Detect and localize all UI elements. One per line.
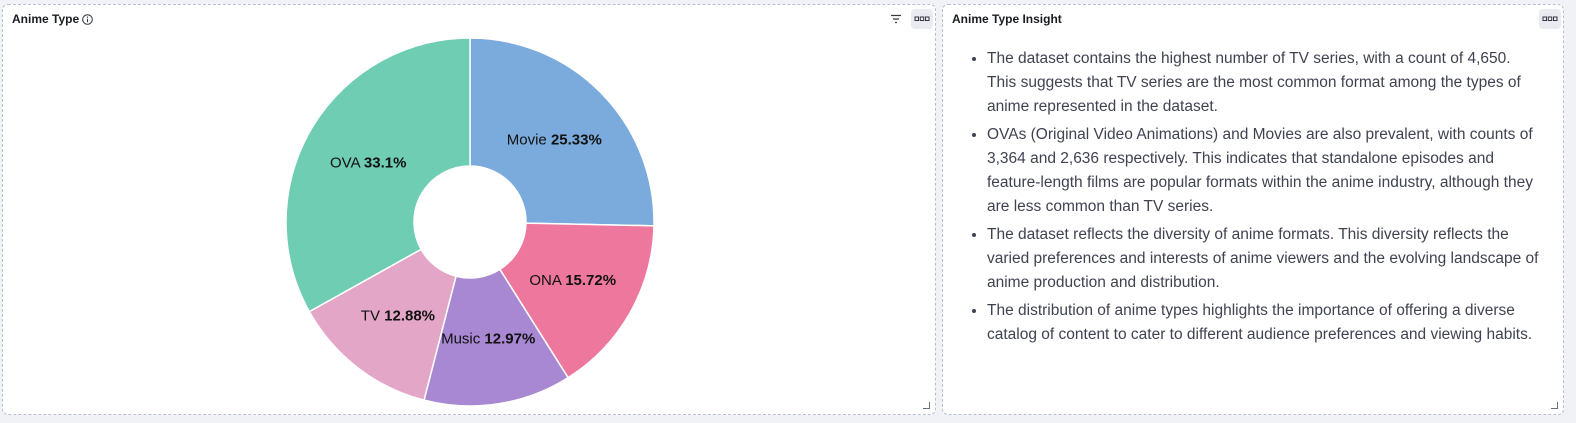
more-options-icon[interactable] (1539, 9, 1561, 29)
slice-ova[interactable] (285, 37, 471, 313)
slice-percent-label: 33.1% (364, 154, 407, 171)
slice-label-ona: ONA 15.72% (529, 272, 616, 289)
insight-item: The distribution of anime types highligh… (987, 299, 1543, 347)
slice-percent-label: 12.97% (484, 331, 535, 348)
insight-title: Anime Type Insight (952, 12, 1062, 26)
panel-title: Anime Type Insight (952, 12, 1062, 26)
slice-label-ova: OVA 33.1% (330, 154, 406, 171)
slice-music[interactable] (423, 268, 570, 407)
slice-label-tv: TV 12.88% (361, 307, 435, 324)
anime-type-insight-panel: Anime Type Insight The dataset contains … (942, 4, 1564, 415)
insight-item: The dataset contains the highest number … (987, 47, 1543, 119)
insight-item: OVAs (Original Video Animations) and Mov… (987, 123, 1543, 219)
slice-tv[interactable] (308, 248, 457, 402)
panel-title: Anime Type (12, 12, 93, 26)
anime-type-title: Anime Type (12, 12, 80, 26)
slice-category-label: OVA (330, 154, 364, 171)
slice-ona[interactable] (498, 222, 655, 379)
insight-list: The dataset contains the highest number … (959, 47, 1543, 351)
info-icon[interactable] (82, 13, 93, 25)
slice-percent-label: 12.88% (384, 307, 435, 324)
slice-movie[interactable] (469, 37, 655, 227)
filter-icon[interactable] (885, 9, 907, 29)
slice-category-label: Movie (507, 131, 551, 148)
slice-category-label: ONA (529, 272, 565, 289)
slice-labels: Movie 25.33% ONA 15.72% Music 12.97% TV 12.… (330, 131, 616, 347)
resize-handle-icon[interactable] (923, 402, 930, 409)
slice-percent-label: 25.33% (551, 131, 602, 148)
slice-label-music: Music 12.97% (441, 331, 535, 348)
more-options-icon[interactable] (911, 9, 933, 29)
slice-category-label: Music (441, 331, 484, 348)
slice-category-label: TV (361, 307, 384, 324)
slice-percent-label: 15.72% (565, 272, 616, 289)
slices (285, 37, 655, 407)
panel-tools (1539, 9, 1561, 29)
donut-chart: Movie 25.33% ONA 15.72% Music 12.97% TV 12.… (285, 37, 655, 407)
panel-tools (885, 9, 933, 29)
insight-item: The dataset reflects the diversity of an… (987, 223, 1543, 295)
anime-type-panel: Anime Type Movie 25.33% ON (2, 4, 936, 415)
slice-label-movie: Movie 25.33% (507, 131, 602, 148)
resize-handle-icon[interactable] (1551, 402, 1558, 409)
